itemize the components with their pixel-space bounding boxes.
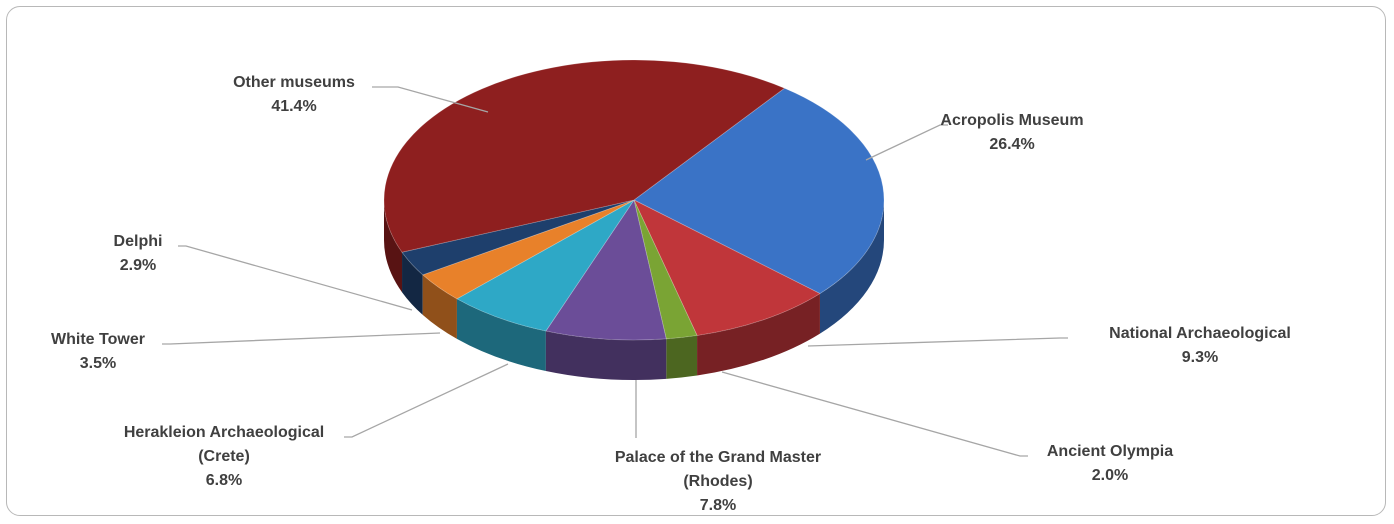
leader-line-other-museums (372, 86, 489, 113)
pie-slice-herakleion-archaeological-crete[interactable] (456, 199, 635, 332)
pie-slices (383, 59, 885, 341)
slice-value-label: 9.3% (1182, 349, 1218, 366)
slice-value-label: 6.8% (206, 472, 242, 489)
leader-line-white-tower (162, 332, 441, 345)
slice-value-label: 2.0% (1092, 467, 1128, 484)
pie-slice-acropolis-museum[interactable] (633, 87, 885, 295)
slice-labels: Acropolis Museum 26.4% National Archaeolog… (51, 74, 1291, 514)
pie-side-ancient-olympia (666, 335, 698, 379)
pie-slice-national-archaeological[interactable] (633, 199, 821, 336)
slice-value-label: 3.5% (80, 355, 116, 372)
pie-side-national-archaeological (697, 293, 820, 376)
slice-value-label: 7.8% (700, 497, 736, 514)
pie-side-other-museums (384, 200, 403, 293)
slice-label-herakleion-archaeological-crete: Herakleion Archaeological (Crete) 6.8% (124, 424, 324, 489)
pie-side-acropolis-museum (819, 200, 884, 334)
leader-line-acropolis-museum (865, 124, 948, 161)
leader-lines (162, 86, 1068, 457)
slice-name-label: Delphi (114, 233, 163, 250)
slice-label-palace-of-the-grand-master-rhodes: Palace of the Grand Master (Rhodes) 7.8% (615, 449, 821, 514)
slice-name-label: Ancient Olympia (1047, 443, 1173, 460)
pie-slice-ancient-olympia[interactable] (633, 199, 698, 340)
slice-value-label: 2.9% (120, 257, 156, 274)
leader-line-ancient-olympia (721, 371, 1028, 457)
slice-name-label: Other museums (233, 74, 355, 91)
pie-side-herakleion-archaeological-crete (456, 298, 546, 372)
pie-slice-delphi[interactable] (401, 199, 635, 276)
slice-label-acropolis-museum: Acropolis Museum 26.4% (940, 112, 1083, 153)
pie-sides (384, 200, 884, 380)
leader-line-delphi (178, 245, 413, 311)
pie-slice-white-tower[interactable] (421, 199, 635, 300)
slice-name-label: Palace of the Grand Master (615, 449, 821, 466)
slice-value-label: 26.4% (989, 136, 1034, 153)
slice-name-label: (Rhodes) (683, 473, 752, 490)
slice-name-label: Herakleion Archaeological (124, 424, 324, 441)
slice-name-label: (Crete) (198, 448, 250, 465)
slice-label-national-archaeological: National Archaeological 9.3% (1109, 325, 1291, 366)
pie-slice-other-museums[interactable] (383, 59, 786, 253)
slice-label-white-tower: White Tower 3.5% (51, 331, 145, 372)
slice-name-label: White Tower (51, 331, 145, 348)
slice-name-label: Acropolis Museum (940, 112, 1083, 129)
pie-side-white-tower (422, 274, 457, 339)
pie-side-palace-of-the-grand-master-rhodes (545, 331, 667, 380)
slice-label-delphi: Delphi 2.9% (114, 233, 163, 274)
pie-side-delphi (402, 252, 423, 315)
slice-label-other-museums: Other museums 41.4% (233, 74, 355, 115)
slice-name-label: National Archaeological (1109, 325, 1291, 342)
leader-line-herakleion-archaeological-crete (344, 363, 509, 438)
slice-label-ancient-olympia: Ancient Olympia 2.0% (1047, 443, 1173, 484)
leader-line-national-archaeological (807, 337, 1068, 347)
pie-slice-palace-of-the-grand-master-rhodes[interactable] (545, 199, 667, 341)
slice-value-label: 41.4% (271, 98, 316, 115)
